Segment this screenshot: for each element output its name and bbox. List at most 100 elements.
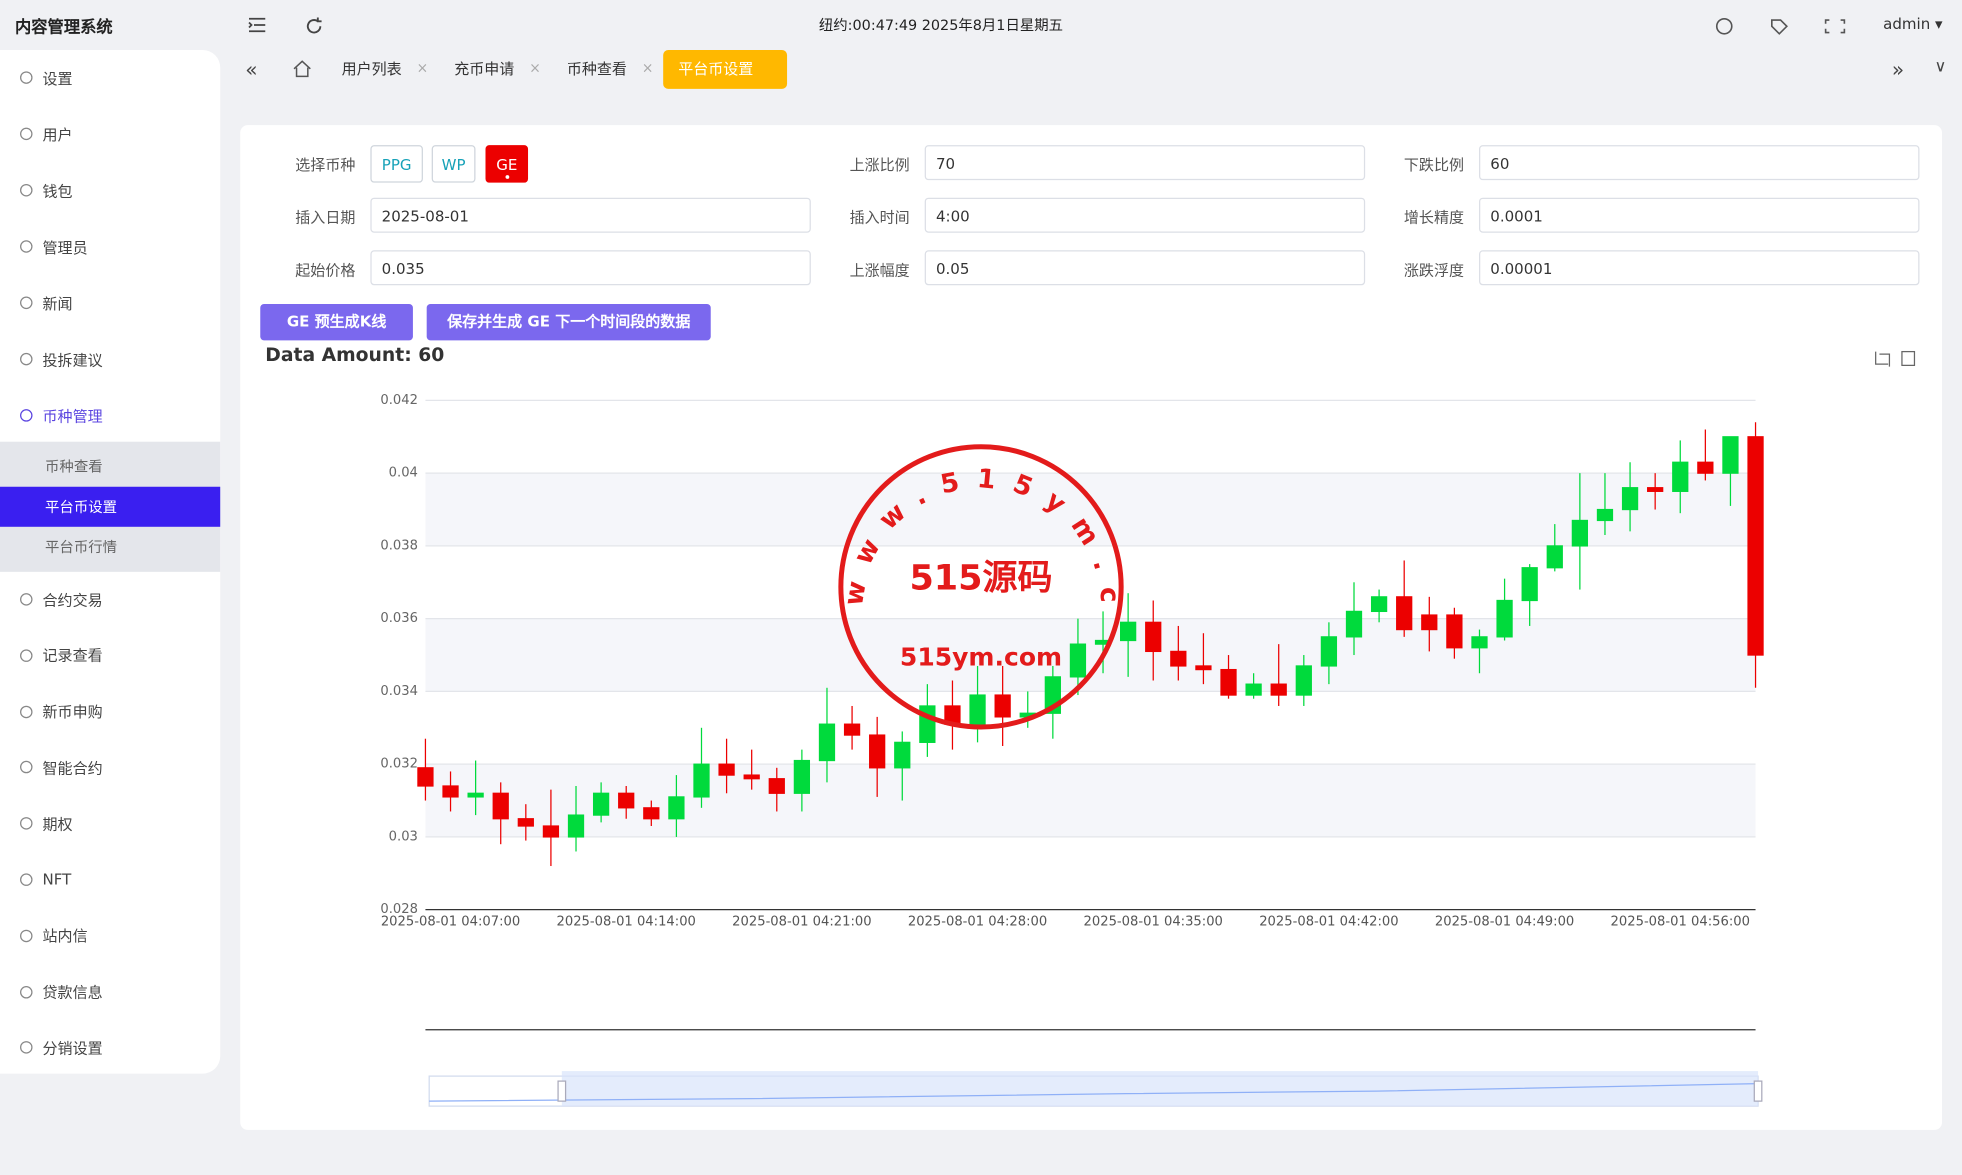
candle-body [442, 785, 459, 798]
field-label: 上涨比例 [849, 156, 910, 174]
tab[interactable]: 币种查看 [557, 50, 675, 89]
candle-body [1295, 665, 1312, 696]
submenu-item[interactable]: 币种查看 [45, 457, 103, 476]
tabs-prev[interactable]: « [245, 57, 258, 82]
sidebar-item[interactable]: 用户 [20, 124, 73, 144]
candle-body [567, 814, 585, 838]
menu-icon [20, 649, 33, 662]
candle-body [1195, 665, 1212, 671]
toolbox[interactable] [1875, 350, 1916, 367]
datazoom-handle[interactable] [557, 1080, 567, 1102]
field-input[interactable]: 0.05 [924, 250, 1366, 286]
candle-body [743, 774, 760, 780]
menu-label: 管理员 [42, 238, 88, 256]
tab[interactable]: 用户列表 [332, 50, 450, 89]
menu-icon [20, 352, 33, 366]
candle-body [718, 763, 735, 776]
datazoom-handle[interactable] [1753, 1080, 1763, 1102]
sidebar-item[interactable]: 新币申购 [20, 701, 103, 721]
datazoom-window[interactable] [561, 1071, 1759, 1107]
menu-icon [20, 985, 33, 999]
selected-dot [505, 175, 510, 179]
menu-icon [20, 817, 33, 830]
candle-body [994, 694, 1011, 718]
candle-body [1421, 614, 1438, 631]
menu-icon [20, 409, 33, 422]
candle-body [592, 792, 610, 816]
coin-option[interactable]: GE [485, 145, 529, 183]
submenu-item[interactable]: 平台币设置 [0, 486, 221, 527]
menu-label: NFT [42, 870, 72, 889]
field-input[interactable]: 70 [924, 145, 1366, 181]
sidebar-item[interactable]: 站内信 [20, 926, 88, 946]
tab-close[interactable]: × [641, 60, 654, 77]
candle-body [1120, 621, 1137, 642]
candle-body [1471, 636, 1488, 649]
y-tick-label: 0.032 [380, 757, 418, 772]
sidebar-item[interactable]: 合约交易 [20, 589, 103, 609]
sidebar-item[interactable]: 记录查看 [20, 645, 103, 665]
candle-body [467, 792, 484, 798]
field-input[interactable]: 0.00001 [1479, 250, 1920, 286]
sidebar-item[interactable]: 币种管理 [20, 405, 103, 425]
x-tick-label: 2025-08-01 04:56:00 [1611, 915, 1750, 930]
field-input[interactable]: 60 [1479, 145, 1920, 181]
coin-option[interactable]: WP [431, 145, 476, 183]
tab-close[interactable]: × [529, 60, 541, 77]
menu-icon [20, 929, 33, 942]
header-icons[interactable] [1714, 16, 1852, 36]
candle-body [1345, 610, 1363, 638]
field-input[interactable]: 0.035 [370, 250, 811, 286]
field-input[interactable]: 2025-08-01 [370, 197, 811, 233]
sidebar-item[interactable]: 管理员 [20, 236, 88, 256]
sidebar-item[interactable]: 分销设置 [20, 1038, 103, 1058]
field-input[interactable]: 0.0001 [1479, 197, 1920, 233]
tab[interactable]: 充币申请 [444, 50, 562, 89]
field-label: 起始价格 [295, 261, 356, 280]
menu-toggle[interactable] [248, 16, 268, 34]
menu-icon [20, 593, 33, 606]
home-tab[interactable] [293, 60, 312, 78]
field-input[interactable]: 4:00 [924, 197, 1366, 233]
field-label: 涨跌浮度 [1403, 261, 1464, 280]
candle-body [1496, 599, 1513, 638]
tabs-next[interactable]: » [1891, 57, 1905, 82]
generate-button[interactable]: GE 预生成K线 [260, 304, 413, 341]
sidebar-item[interactable]: NFT [20, 870, 71, 890]
tab[interactable]: 平台币设置 [663, 50, 788, 89]
candle-body [417, 767, 434, 787]
tab-close[interactable]: × [416, 60, 429, 77]
refresh-button[interactable] [304, 16, 324, 36]
watermark: www.515ym.com 515源码 515ym.com [826, 432, 1124, 730]
submenu-item[interactable]: 平台币行情 [45, 538, 117, 556]
y-tick-label: 0.034 [380, 684, 418, 699]
candle-body [1270, 683, 1287, 696]
y-tick-label: 0.042 [380, 393, 418, 408]
y-tick-label: 0.04 [389, 466, 418, 481]
menu-label: 贷款信息 [42, 983, 103, 1002]
coin-option[interactable]: PPG [370, 145, 423, 183]
menu-icon [20, 71, 33, 84]
menu-icon [20, 761, 33, 774]
sidebar-item[interactable]: 智能合约 [20, 758, 103, 778]
sidebar-item[interactable]: 期权 [20, 814, 73, 834]
sidebar-item[interactable]: 贷款信息 [20, 982, 103, 1002]
field-label: 插入时间 [849, 208, 910, 227]
candle-body [1571, 519, 1589, 547]
menu-label: 合约交易 [42, 591, 103, 609]
menu-label: 币种管理 [42, 407, 103, 425]
menu-icon [20, 705, 33, 718]
sidebar-item[interactable]: 投拆建议 [20, 349, 103, 369]
sidebar-item[interactable]: 钱包 [20, 180, 73, 200]
x-tick-label: 2025-08-01 04:14:00 [557, 915, 696, 930]
menu-icon [20, 873, 33, 886]
save-button[interactable]: 保存并生成 GE 下一个时间段的数据 [426, 304, 711, 341]
menu-label: 设置 [42, 69, 73, 87]
user-menu[interactable]: admin ▾ [1883, 15, 1943, 33]
sidebar-item[interactable]: 新闻 [20, 293, 73, 313]
y-tick-label: 0.036 [380, 611, 418, 626]
tabs-menu[interactable]: ∨ [1934, 57, 1947, 77]
sidebar-item[interactable]: 设置 [20, 68, 73, 88]
menu-icon [20, 183, 33, 197]
